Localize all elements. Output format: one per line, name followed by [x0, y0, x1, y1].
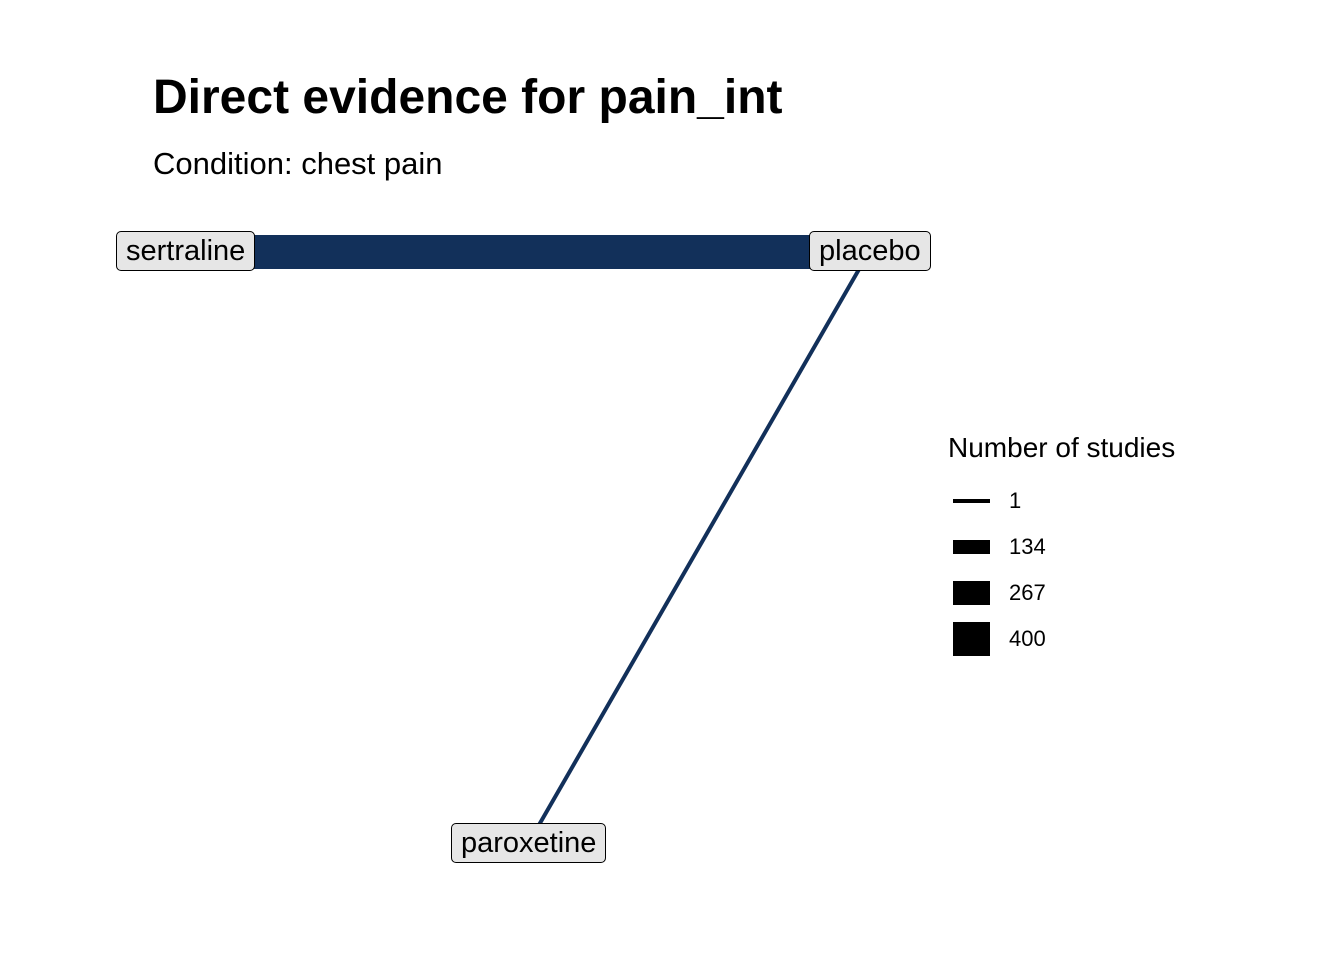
- node-placebo: placebo: [809, 231, 931, 271]
- legend-title: Number of studies: [948, 432, 1176, 463]
- legend-label-267: 267: [1009, 580, 1046, 606]
- legend: Number of studies 1 134 267 400: [948, 432, 1175, 662]
- plot-subtitle: Condition: chest pain: [153, 146, 443, 181]
- edge-placebo-paroxetine: [526, 251, 871, 845]
- legend-item: 1: [948, 478, 1175, 524]
- node-paroxetine: paroxetine: [451, 823, 607, 863]
- legend-key-267: [953, 581, 990, 606]
- legend-key-400: [953, 622, 990, 657]
- legend-item: 267: [948, 570, 1175, 616]
- node-sertraline: sertraline: [116, 231, 256, 271]
- plot-title: Direct evidence for pain_int: [153, 71, 783, 124]
- legend-label-134: 134: [1009, 534, 1046, 560]
- legend-key-1: [953, 499, 990, 504]
- legend-label-1: 1: [1009, 488, 1022, 514]
- legend-key-134: [953, 540, 990, 555]
- legend-item: 400: [948, 616, 1175, 662]
- legend-label-400: 400: [1009, 626, 1046, 652]
- legend-item: 134: [948, 524, 1175, 570]
